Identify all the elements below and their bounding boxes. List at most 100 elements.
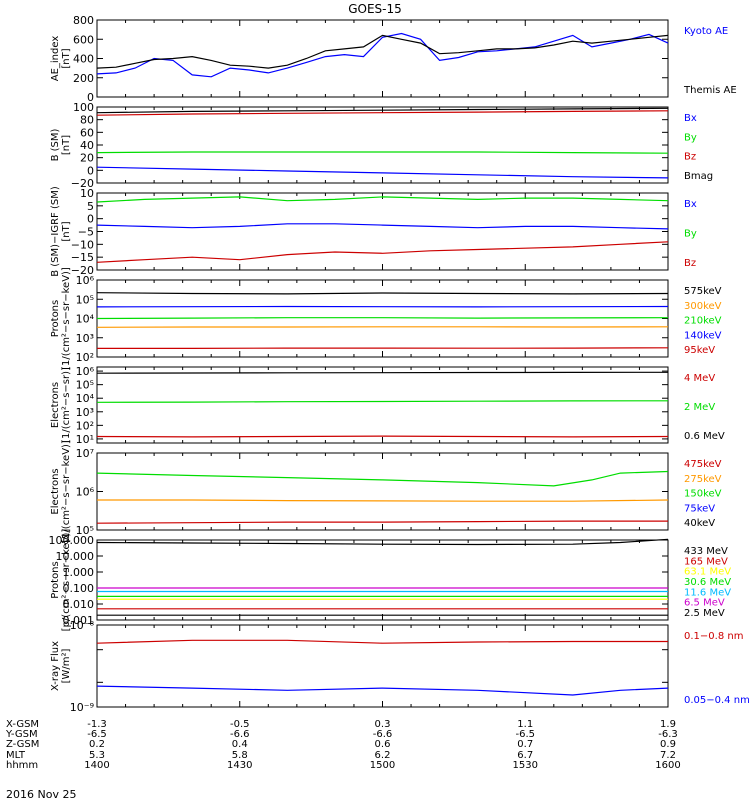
y-axis-label: Electrons[1/(cm²−s−sr)] <box>50 367 72 443</box>
y-axis-label: B (SM)−IGRF (SM)[nT] <box>50 186 72 277</box>
y-axis-label-line: Protons <box>50 561 61 598</box>
y-tick-label: 600 <box>73 33 94 46</box>
y-axis-label-line: [nT] <box>61 221 72 241</box>
panel-8: 10⁻⁹10⁻⁸X-ray Flux[W/m²]0.1−0.8 nm0.05−0… <box>50 619 750 714</box>
ephemeris-value: 1530 <box>513 760 538 771</box>
legend-entry: 210keV <box>684 316 722 327</box>
legend-entry: 40keV <box>684 518 715 529</box>
y-axis-label-line: [1/(cm²−s−sr)] <box>61 367 72 443</box>
y-tick-label: 10² <box>76 419 94 432</box>
y-tick-label: 800 <box>73 14 94 27</box>
series-line <box>97 472 668 486</box>
legend-entry: Bz <box>684 258 696 269</box>
series-line <box>97 500 668 501</box>
series-line <box>97 224 668 229</box>
y-tick-label: 10⁶ <box>76 365 95 378</box>
series-line <box>97 372 668 373</box>
legend-entry: By <box>684 229 697 240</box>
y-tick-label: 0 <box>87 213 94 226</box>
y-tick-label: 10³ <box>76 406 94 419</box>
series-line <box>97 401 668 403</box>
ephemeris-value: 1400 <box>84 760 109 771</box>
panel-7: 0.0010.0100.1001.00010.000100.000Protons… <box>49 529 732 632</box>
series-line <box>97 521 668 523</box>
y-axis-label-line: Protons <box>50 300 61 337</box>
y-tick-label: 10⁵ <box>76 293 94 306</box>
series-line <box>97 640 668 643</box>
y-axis-label-line: [nT] <box>61 135 72 155</box>
panel-6: 10⁵10⁶10⁷Electrons[1/(cm²−s−sr−keV)]475k… <box>50 440 722 543</box>
y-tick-label: −10 <box>71 238 94 251</box>
y-axis-label-line: [p/(cm²−s−sr−keV)] <box>61 529 72 632</box>
legend-entry: Bz <box>684 152 696 163</box>
legend-entry: 475keV <box>684 459 722 470</box>
footer-date: 2016 Nov 25 <box>6 788 76 800</box>
ephemeris-row-label: hhmm <box>6 760 38 771</box>
y-axis-label-line: B (SM) <box>50 128 61 161</box>
y-axis-label-line: B (SM)−IGRF (SM) <box>50 186 61 277</box>
y-axis-label-line: [W/m²] <box>61 648 72 683</box>
legend-entry: Bmag <box>684 171 713 182</box>
ephemeris-row-label: Z-GSM <box>6 739 39 750</box>
y-tick-label: 10² <box>76 351 94 364</box>
y-axis-label-line: [1/(cm²−s−sr−keV)] <box>61 267 72 370</box>
y-tick-label: −5 <box>78 226 94 239</box>
figure-title: GOES-15 <box>348 2 402 16</box>
legend-entry: 75keV <box>684 503 715 514</box>
y-tick-label: 10⁴ <box>76 392 95 405</box>
legend-entry: 0.6 MeV <box>684 431 725 442</box>
panel-frame <box>97 20 668 97</box>
y-tick-label: 0 <box>87 164 94 177</box>
panel-frame <box>97 193 668 270</box>
ephemeris-value: 1430 <box>227 760 252 771</box>
series-line <box>97 34 668 77</box>
legend-entry: Themis AE <box>683 85 737 96</box>
y-tick-label: 10 <box>80 187 94 200</box>
legend-entry: 0.1−0.8 nm <box>684 631 743 642</box>
y-axis-label-line: [nT] <box>61 48 72 68</box>
y-tick-label: 10⁷ <box>76 447 94 460</box>
series-line <box>97 293 668 294</box>
ephemeris-value: 1500 <box>370 760 395 771</box>
ephemeris-value: 1600 <box>655 760 680 771</box>
legend-entry: 2 MeV <box>684 402 715 413</box>
ephemeris-value: 0.6 <box>375 739 391 750</box>
y-tick-label: 80 <box>80 114 94 127</box>
y-axis-label: Electrons[1/(cm²−s−sr−keV)] <box>50 440 72 543</box>
y-tick-label: 60 <box>80 126 94 139</box>
series-line <box>97 348 668 349</box>
y-tick-label: 10⁴ <box>76 313 95 326</box>
series-line <box>97 35 668 68</box>
ephemeris-value: 0.4 <box>232 739 248 750</box>
y-tick-label: 20 <box>80 152 94 165</box>
y-tick-label: 400 <box>73 53 94 66</box>
series-line <box>97 327 668 328</box>
series-line <box>97 318 668 319</box>
ephemeris-value: 0.9 <box>660 739 676 750</box>
y-tick-label: 10³ <box>76 332 94 345</box>
y-axis-label: X-ray Flux[W/m²] <box>50 641 72 691</box>
y-tick-label: 200 <box>73 72 94 85</box>
legend-entry: 150keV <box>684 489 722 500</box>
legend-entry: Kyoto AE <box>684 26 728 37</box>
y-tick-label: 100 <box>73 101 94 114</box>
y-tick-label: 10⁻⁹ <box>70 701 94 714</box>
series-line <box>97 167 668 178</box>
y-tick-label: 40 <box>80 139 94 152</box>
legend-entry: 95keV <box>684 345 715 356</box>
y-axis-label: B (SM)[nT] <box>50 128 72 161</box>
y-tick-label: 10⁻⁸ <box>70 619 95 632</box>
legend-entry: 4 MeV <box>684 373 715 384</box>
y-tick-label: 5 <box>87 200 94 213</box>
y-axis-label-line: Electrons <box>50 382 61 428</box>
panel-5: 10¹10²10³10⁴10⁵10⁶Electrons[1/(cm²−s−sr)… <box>50 365 725 446</box>
panel-frame <box>97 367 668 443</box>
panel-frame <box>97 540 668 620</box>
y-axis-label-line: [1/(cm²−s−sr−keV)] <box>61 440 72 543</box>
y-tick-label: 10¹ <box>76 433 94 446</box>
